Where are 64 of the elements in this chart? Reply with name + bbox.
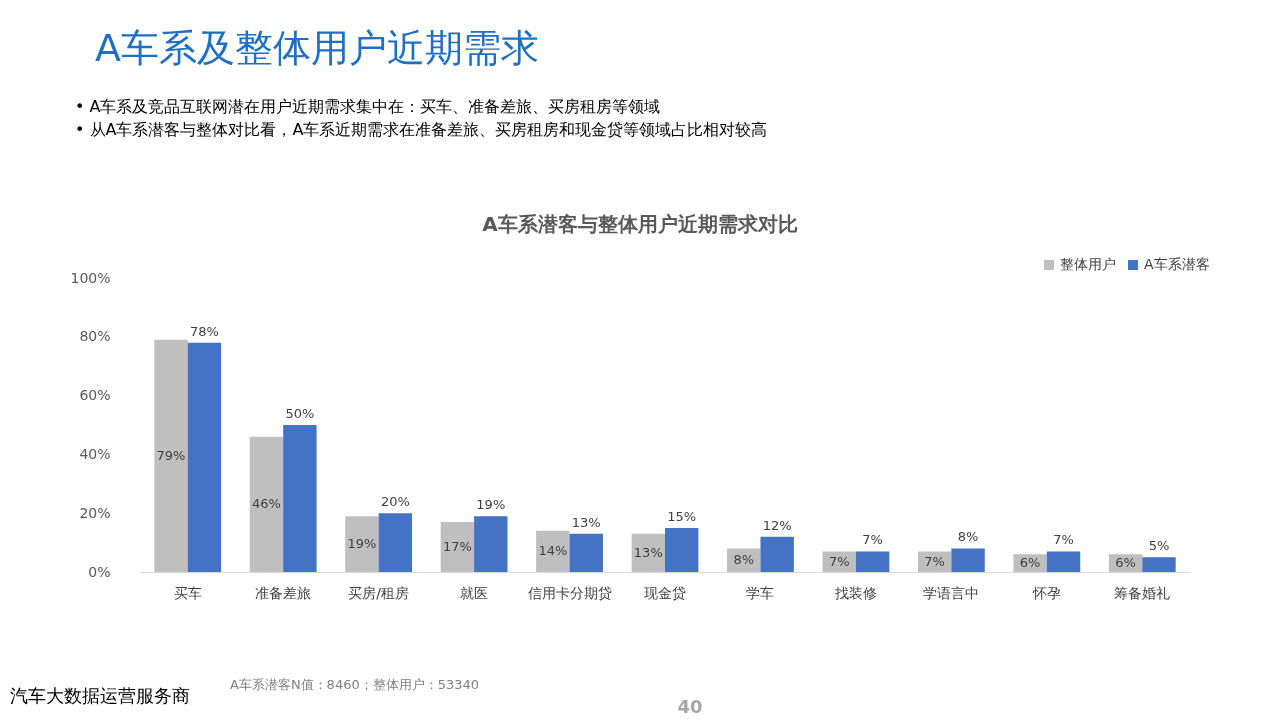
text: 50%	[285, 406, 315, 421]
bar	[760, 536, 794, 572]
text: 6%	[1019, 555, 1041, 571]
legend-label: A车系潜客	[1144, 256, 1210, 272]
bar	[855, 551, 890, 572]
text: 20%	[380, 494, 410, 510]
text: • 从A车系潜客与整体对比看，A车系近期需求在准备差旅、买房租房和现金贷等领域占比相对较高	[75, 120, 768, 139]
x-tick-label: 买房/租房	[348, 584, 409, 601]
text: 7%	[828, 553, 850, 569]
text: 14%	[538, 543, 568, 559]
bar	[536, 530, 570, 572]
x-tick-label: 学车	[746, 584, 775, 601]
text: 8%	[957, 529, 979, 545]
bar	[1046, 551, 1081, 572]
x-tick-label: 准备差旅	[255, 584, 312, 601]
bar	[569, 533, 603, 572]
text: A车系潜客N值：8460；整体用户：53340	[230, 677, 480, 692]
bar	[283, 425, 317, 572]
x-tick-label: 学语言中	[923, 584, 980, 601]
y-tick-label: 40%	[79, 445, 111, 462]
x-tick-label: 现金贷	[644, 584, 686, 601]
text: 7%	[924, 553, 945, 569]
text: 汽车大数据运营服务商	[10, 685, 190, 706]
bar	[345, 516, 379, 572]
text: 13%	[633, 544, 663, 560]
text: 19%	[347, 536, 377, 552]
y-tick-label: 0%	[88, 563, 111, 580]
bar	[1142, 557, 1176, 572]
text: 5%	[1148, 538, 1170, 554]
text: 13%	[571, 514, 601, 530]
chart-title: A车系潜客与整体用户近期需求对比	[482, 212, 798, 236]
y-tick-label: 100%	[70, 269, 111, 286]
y-tick-label: 60%	[79, 387, 111, 404]
x-tick-label: 筹备婚礼	[1114, 584, 1171, 601]
text: 6%	[1115, 555, 1136, 571]
text: 7%	[862, 532, 883, 548]
x-tick-label: 怀孕	[1031, 584, 1061, 601]
x-tick-label: 就医	[460, 584, 489, 601]
text: 19%	[476, 497, 506, 513]
text: 7%	[1053, 532, 1074, 548]
text: 46%	[252, 496, 281, 512]
bar	[474, 516, 508, 572]
text: A车系及整体用户近期需求	[95, 26, 539, 70]
text: • A车系及竞品互联网潜在用户近期需求集中在：买车、准备差旅、买房租房等领域	[75, 97, 661, 116]
bar	[187, 342, 222, 572]
bar	[378, 513, 413, 572]
text: 12%	[762, 517, 792, 533]
legend-label: 整体用户	[1060, 256, 1116, 272]
text: 15%	[667, 508, 697, 524]
bar	[951, 548, 985, 572]
y-tick-label: 80%	[79, 328, 111, 345]
bar	[665, 527, 699, 572]
bar	[154, 339, 188, 572]
x-tick-label: 买车	[173, 584, 202, 601]
y-tick-label: 20%	[79, 504, 111, 521]
text: 79%	[156, 447, 186, 463]
bar	[249, 436, 284, 572]
x-tick-label: 找装修	[833, 584, 877, 601]
bar	[440, 522, 475, 572]
text: 8%	[733, 552, 755, 568]
x-tick-label: 信用卡分期贷	[527, 584, 612, 601]
text: 40	[677, 696, 703, 717]
text: 78%	[189, 323, 219, 339]
text: 17%	[442, 539, 472, 555]
